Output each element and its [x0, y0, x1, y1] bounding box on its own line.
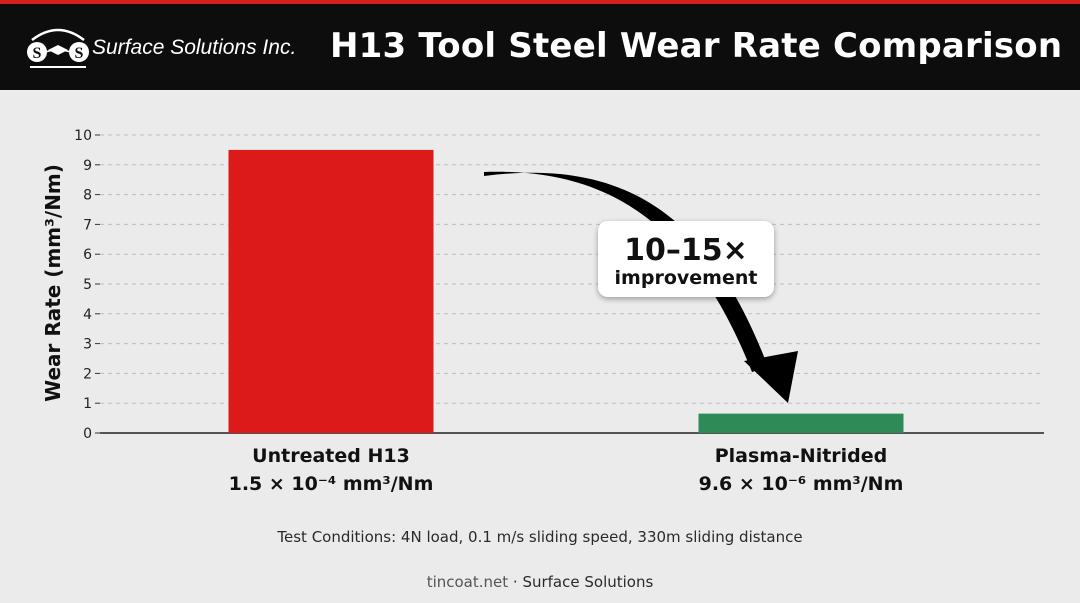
- logo-mark-icon: S S: [27, 28, 89, 68]
- callout-headline: 10–15×: [624, 233, 748, 268]
- test-conditions-note: Test Conditions: 4N load, 0.1 m/s slidin…: [277, 528, 803, 546]
- header-bar: S S Surface Solutions Inc. H13 Tool Stee…: [0, 4, 1080, 90]
- callout-subtext: improvement: [615, 267, 758, 289]
- value-label: 1.5 × 10⁻⁴ mm³/Nm: [229, 473, 434, 495]
- category-label: Untreated H13: [252, 445, 410, 467]
- y-tick-label: 5: [83, 277, 92, 293]
- y-tick-label: 8: [83, 188, 92, 204]
- logo-letter-right: S: [75, 45, 84, 62]
- wear-rate-bar-chart: 0 1 2 3 4 5 6 7 8 9 10 Wear Rate (mm³/Nm) Untreate…: [41, 128, 1044, 495]
- y-axis-label: Wear Rate (mm³/Nm): [41, 164, 65, 402]
- y-tick-label: 3: [83, 337, 92, 353]
- y-tick-label: 6: [83, 247, 92, 263]
- credit-line: tincoat.net · Surface Solutions: [0, 573, 1080, 591]
- y-tick-label: 4: [83, 307, 92, 323]
- y-tick-label: 9: [83, 158, 92, 174]
- category-label: Plasma-Nitrided: [715, 445, 888, 467]
- page-title: H13 Tool Steel Wear Rate Comparison: [330, 26, 1063, 66]
- y-tick-label: 10: [74, 128, 92, 144]
- value-label: 9.6 × 10⁻⁶ mm³/Nm: [699, 473, 904, 495]
- bars: [228, 149, 904, 433]
- arrowhead-icon: [744, 351, 798, 403]
- category-labels: Untreated H13 1.5 × 10⁻⁴ mm³/Nm Plasma-Nit…: [229, 445, 904, 495]
- company-name: Surface Solutions Inc.: [92, 36, 297, 59]
- improvement-callout: [598, 221, 774, 297]
- logo-letter-left: S: [33, 45, 42, 62]
- y-tick-label: 7: [83, 217, 92, 233]
- credit-name: Surface Solutions: [522, 573, 654, 591]
- credit-separator: ·: [508, 573, 523, 591]
- y-tick-label: 0: [83, 426, 92, 442]
- y-tick-label: 1: [83, 396, 92, 412]
- top-accent-stripe: [0, 0, 1080, 4]
- company-logo: S S Surface Solutions Inc.: [22, 26, 296, 74]
- gridlines: [100, 134, 1044, 404]
- credit-domain: tincoat.net: [426, 573, 509, 591]
- bar-untreated-h13: [228, 149, 434, 433]
- y-tick-label: 2: [83, 366, 92, 382]
- y-axis-ticks: 0 1 2 3 4 5 6 7 8 9 10: [74, 128, 100, 442]
- bar-plasma-nitrided: [698, 413, 904, 433]
